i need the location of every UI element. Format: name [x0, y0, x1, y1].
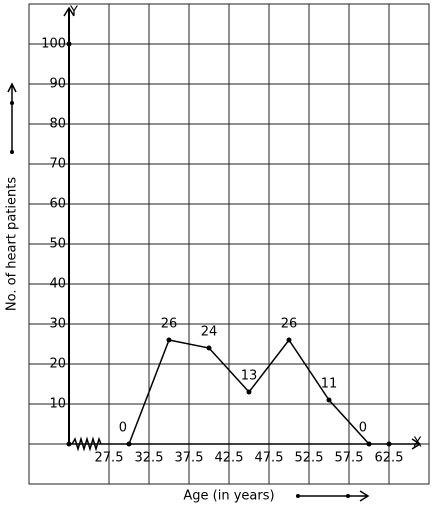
x-axis-title: Age (in years) [183, 489, 274, 504]
data-label: 0 [359, 421, 367, 436]
data-label: 11 [321, 377, 338, 392]
y-tick-label: 10 [49, 397, 66, 412]
axis-dot [66, 41, 72, 47]
grid-frame [28, 3, 430, 485]
y-tick-label: 90 [49, 77, 66, 92]
x-tick-label: 62.5 [375, 451, 404, 466]
y-tick-label: 50 [49, 237, 66, 252]
y-tick-label: 20 [49, 357, 66, 372]
scale-dot [346, 494, 350, 498]
data-label: 26 [281, 317, 298, 332]
y-tick-label: 100 [41, 37, 66, 52]
x-tick-label: 47.5 [255, 451, 284, 466]
scale-arrow [7, 82, 17, 152]
x-tick-label: 52.5 [295, 451, 324, 466]
origin-dot [66, 441, 72, 447]
point [206, 345, 212, 351]
data-label: 0 [119, 421, 127, 436]
y-axis-name: Y [69, 5, 78, 20]
point [166, 337, 172, 343]
scale-arrow [298, 490, 370, 502]
axis-dot [386, 441, 392, 447]
point [126, 441, 132, 447]
x-tick-label: 42.5 [215, 451, 244, 466]
y-tick-label: 40 [49, 277, 66, 292]
x-tick-label: 57.5 [335, 451, 364, 466]
point [286, 337, 292, 343]
x-tick-label: 32.5 [135, 451, 164, 466]
x-tick-label: 27.5 [95, 451, 124, 466]
x-axis-name: X [413, 436, 422, 451]
data-label: 26 [161, 317, 178, 332]
y-tick-label: 30 [49, 317, 66, 332]
data-label: 24 [201, 325, 218, 340]
y-axis-title: No. of heart patients [5, 177, 20, 311]
y-tick-label: 80 [49, 117, 66, 132]
scale-dot [296, 494, 300, 498]
axis-break [71, 436, 102, 452]
data-label: 13 [241, 369, 258, 384]
y-tick-label: 60 [49, 197, 66, 212]
axis-arrows [63, 6, 422, 450]
scale-dot [10, 101, 14, 105]
point [326, 397, 332, 403]
point [366, 441, 372, 447]
y-tick-label: 70 [49, 157, 66, 172]
point [246, 389, 252, 395]
scale-dot [10, 150, 14, 154]
x-tick-label: 37.5 [175, 451, 204, 466]
